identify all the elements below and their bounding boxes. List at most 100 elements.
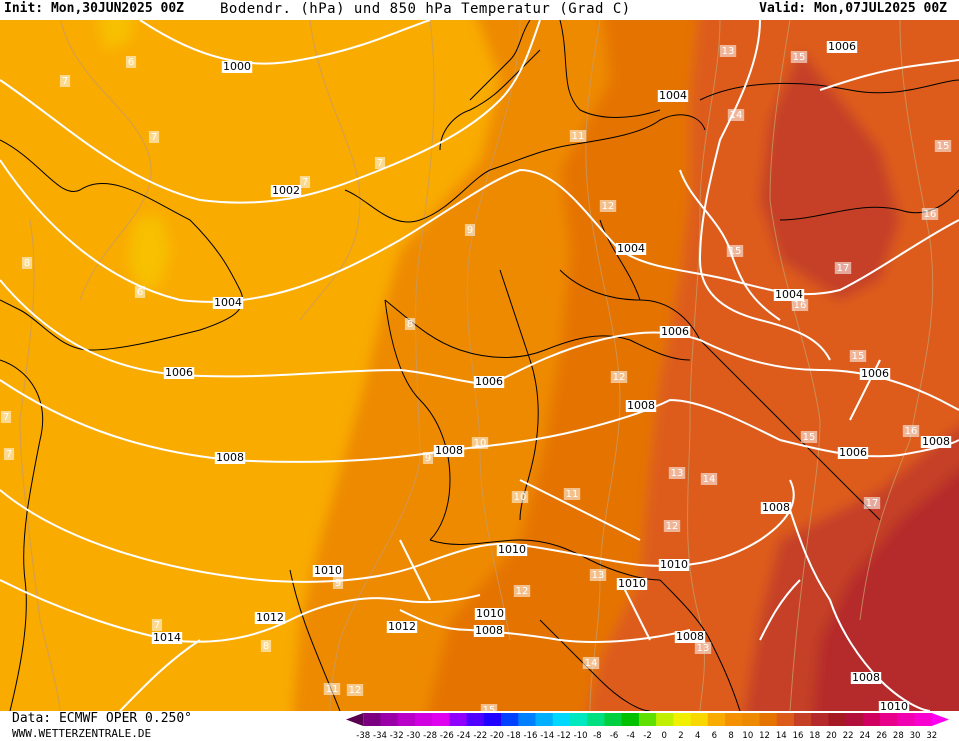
isobar-label: 1004 [212, 296, 244, 309]
scale-swatch [707, 713, 726, 726]
isotherm-label: 7 [299, 176, 311, 188]
isotherm-label: 7 [0, 411, 12, 423]
isobar-label: 1008 [760, 501, 792, 514]
scale-swatch [845, 713, 864, 726]
isotherm-label: 8 [260, 640, 272, 652]
isotherm-label: 14 [582, 657, 600, 669]
scale-swatch [483, 713, 502, 726]
scale-swatch [501, 713, 519, 726]
svg-text:1008: 1008 [852, 671, 880, 684]
svg-text:1008: 1008 [627, 399, 655, 412]
isotherm-label: 8 [404, 318, 416, 330]
isobar-label: 1004 [615, 242, 647, 255]
scale-tick-label: 6 [712, 731, 717, 741]
isotherm-label: 7 [148, 131, 160, 143]
init-time: Init: Mon,30JUN2025 00Z [4, 1, 185, 16]
scale-tick-label: 12 [759, 731, 770, 741]
svg-text:8: 8 [24, 258, 30, 269]
scale-swatch [776, 713, 795, 726]
svg-text:8: 8 [407, 319, 413, 330]
isotherm-label: 7 [374, 157, 386, 169]
svg-text:6: 6 [128, 57, 134, 68]
scale-swatch [466, 713, 485, 726]
svg-text:1006: 1006 [828, 40, 856, 53]
scale-tick-label: -12 [557, 731, 571, 741]
isotherm-label: 9 [422, 452, 434, 464]
svg-text:14: 14 [585, 658, 598, 669]
svg-text:9: 9 [335, 578, 341, 589]
scale-swatch [880, 713, 898, 726]
isobar-label: 1000 [221, 60, 253, 73]
scale-swatch [604, 713, 623, 726]
svg-text:1014: 1014 [153, 631, 181, 644]
svg-text:11: 11 [566, 489, 579, 500]
svg-text:17: 17 [837, 263, 850, 274]
field-18 [812, 470, 959, 711]
svg-text:17: 17 [866, 498, 879, 509]
scale-tick-label: -38 [356, 731, 370, 741]
isobar-label: 1006 [859, 367, 891, 380]
scale-tick-label: 26 [876, 731, 887, 741]
svg-text:1010: 1010 [314, 564, 342, 577]
scale-tick-label: -14 [540, 731, 554, 741]
svg-text:1006: 1006 [661, 325, 689, 338]
svg-text:1008: 1008 [216, 451, 244, 464]
svg-text:1006: 1006 [165, 366, 193, 379]
scale-tick-label: 22 [843, 731, 854, 741]
svg-text:9: 9 [467, 225, 473, 236]
scale-tick-label: -6 [610, 731, 618, 741]
isotherm-label: 14 [727, 109, 745, 121]
scale-swatch [897, 713, 916, 726]
svg-text:14: 14 [703, 474, 716, 485]
website-url: WWW.WETTERZENTRALE.DE [12, 727, 152, 740]
svg-text:1006: 1006 [475, 375, 503, 388]
isotherm-label: 13 [719, 45, 737, 57]
header-bar: Init: Mon,30JUN2025 00Z Bodendr. (hPa) u… [0, 0, 959, 20]
chart-title: Bodendr. (hPa) und 850 hPa Temperatur (G… [220, 1, 631, 17]
field-6 [99, 20, 170, 290]
isobar-label: 1010 [496, 543, 528, 556]
isotherm-label: 16 [791, 299, 809, 311]
isotherm-label: 7 [3, 448, 15, 460]
isobar-label: 1004 [657, 89, 689, 102]
scale-swatch [690, 713, 709, 726]
isotherm-label: 8 [21, 257, 33, 269]
svg-text:1010: 1010 [880, 700, 908, 711]
scale-tick-label: 20 [826, 731, 837, 741]
isobar-label: 1010 [312, 564, 344, 577]
scale-arrow-right [931, 713, 949, 726]
svg-text:14: 14 [730, 110, 743, 121]
svg-text:1006: 1006 [839, 446, 867, 459]
svg-text:1010: 1010 [476, 607, 504, 620]
svg-text:1010: 1010 [660, 558, 688, 571]
scale-tick-label: 2 [678, 731, 683, 741]
svg-text:15: 15 [937, 141, 950, 152]
svg-text:1004: 1004 [775, 288, 803, 301]
isotherm-label: 13 [694, 642, 712, 654]
scale-tick-label: -16 [524, 731, 538, 741]
svg-text:1004: 1004 [659, 89, 687, 102]
valid-time: Valid: Mon,07JUL2025 00Z [759, 1, 947, 16]
scale-tick-label: 24 [859, 731, 870, 741]
svg-text:1004: 1004 [214, 296, 242, 309]
isotherm-label: 10 [511, 491, 529, 503]
svg-text:13: 13 [671, 468, 684, 479]
svg-text:1010: 1010 [618, 577, 646, 590]
isotherm-label: 9 [332, 577, 344, 589]
scale-tick-label: -8 [593, 731, 601, 741]
scale-tick-label: 4 [695, 731, 700, 741]
svg-text:15: 15 [803, 432, 816, 443]
scale-swatch [535, 713, 554, 726]
isotherm-label: 12 [346, 684, 364, 696]
scale-swatch [569, 713, 588, 726]
scale-swatch [587, 713, 605, 726]
isotherm-label: 14 [700, 473, 718, 485]
isobar-label: 1012 [386, 620, 418, 633]
scale-tick-label: 16 [793, 731, 804, 741]
isobar-label: 1008 [625, 399, 657, 412]
isobar-label: 1002 [270, 184, 302, 197]
svg-text:1008: 1008 [922, 435, 950, 448]
scale-swatch [914, 713, 933, 726]
svg-text:1010: 1010 [498, 543, 526, 556]
scale-swatch [673, 713, 692, 726]
